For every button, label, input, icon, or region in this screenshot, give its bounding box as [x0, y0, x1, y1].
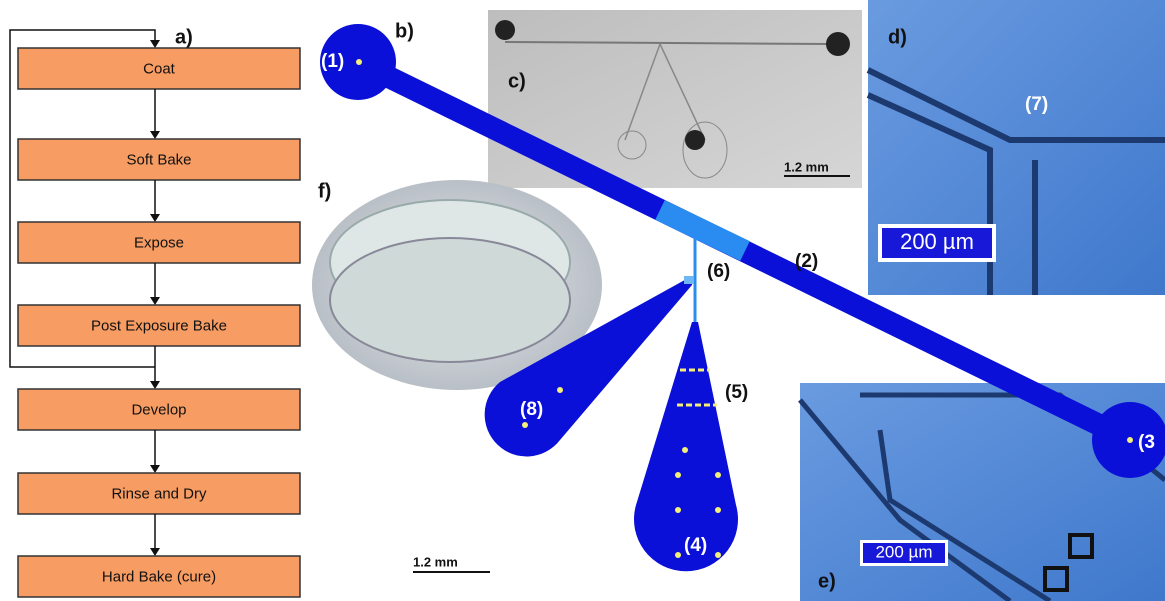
step-label: Coat	[143, 60, 176, 77]
scale-bar-label: 1.2 mm	[413, 554, 458, 569]
point	[675, 552, 681, 558]
point	[1127, 437, 1133, 443]
dish	[330, 238, 570, 362]
point	[356, 59, 362, 65]
arrow-head	[150, 40, 160, 48]
arrow-head	[150, 381, 160, 389]
point-label: (4)	[684, 535, 707, 556]
point-label: (3	[1138, 432, 1155, 453]
arrow-head	[150, 297, 160, 305]
arrow-head	[150, 548, 160, 556]
step-label: Expose	[134, 234, 184, 251]
point-label: (1)	[321, 51, 344, 72]
annotation: (7)	[1025, 94, 1048, 115]
panel-d: d) (7) 200 µm	[868, 0, 1165, 295]
panel-label: a)	[175, 26, 193, 48]
reservoir	[634, 322, 738, 571]
point	[715, 552, 721, 558]
port	[495, 20, 515, 40]
arrow-head	[150, 465, 160, 473]
point-label: (6)	[707, 261, 730, 282]
point	[675, 472, 681, 478]
port	[685, 130, 705, 150]
panel-label: c)	[508, 70, 526, 92]
point	[715, 507, 721, 513]
channel-section	[660, 210, 745, 251]
port	[826, 32, 850, 56]
point-label: (5)	[725, 382, 748, 403]
panel-label: d)	[888, 26, 907, 48]
step-label: Rinse and Dry	[111, 485, 207, 502]
arrow-head	[150, 214, 160, 222]
scale-bar-label: 200 µm	[875, 542, 932, 561]
point	[715, 472, 721, 478]
flowchart: a) Coat Soft Bake Expose Post Exposure Bake…	[10, 26, 300, 597]
step-label: Hard Bake (cure)	[102, 568, 216, 585]
step-label: Develop	[131, 401, 186, 418]
panel-label: e)	[818, 570, 836, 592]
step-label: Post Exposure Bake	[91, 317, 227, 334]
point	[522, 422, 528, 428]
arrow-head	[150, 131, 160, 139]
steps: Coat Soft Bake Expose Post Exposure Bake Dev…	[18, 48, 300, 597]
step-label: Soft Bake	[126, 151, 191, 168]
point	[682, 447, 688, 453]
scale-bar-label: 1.2 mm	[784, 159, 829, 174]
junction	[684, 276, 694, 284]
panel-label: b)	[395, 20, 414, 42]
point	[557, 387, 563, 393]
point-label: (8)	[520, 399, 543, 420]
figure: a) Coat Soft Bake Expose Post Exposure Bake…	[0, 0, 1165, 601]
scale-bar-label: 200 µm	[900, 229, 974, 254]
point	[675, 507, 681, 513]
point-label: (2)	[795, 251, 818, 272]
panel-label: f)	[318, 180, 331, 202]
